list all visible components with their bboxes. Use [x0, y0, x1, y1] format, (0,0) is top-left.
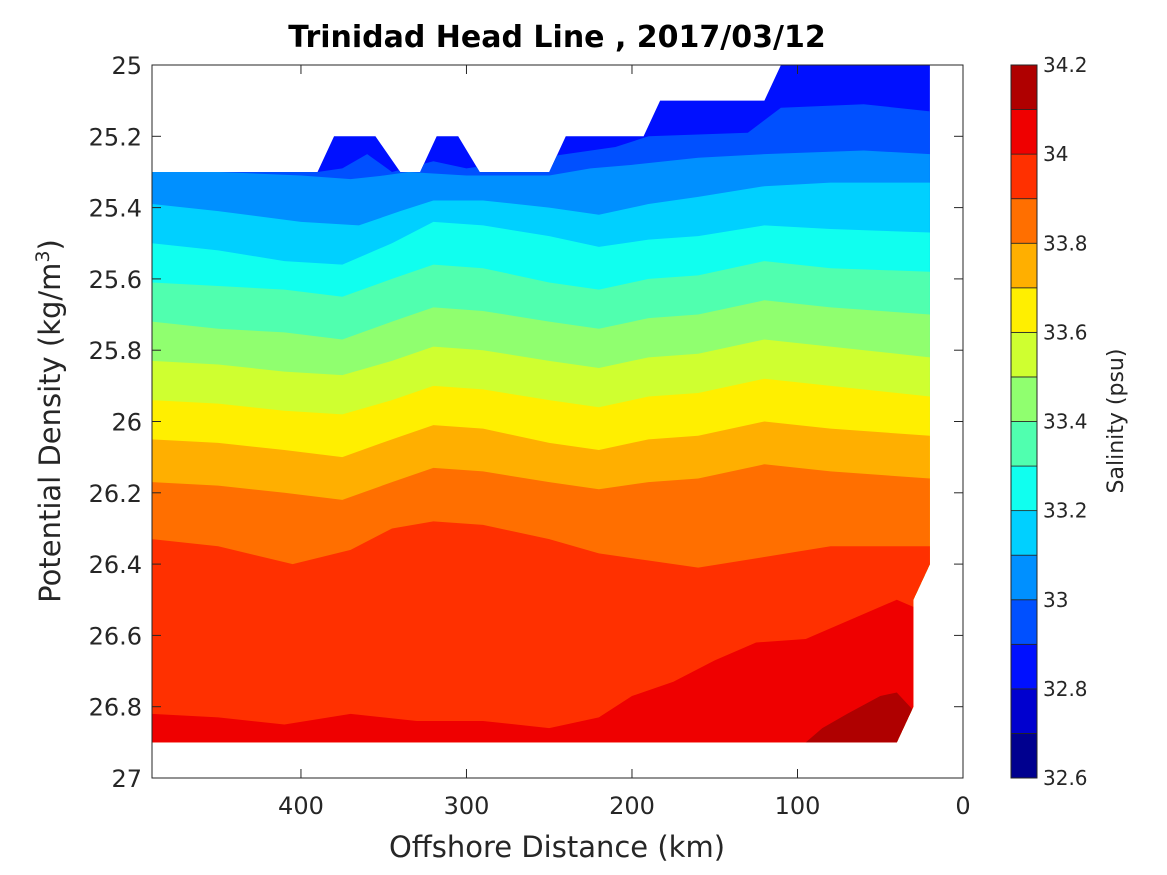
contour-fill-group: [152, 65, 930, 743]
colorbar-swatch: [1010, 643, 1038, 690]
colorbar-swatch: [1010, 733, 1038, 779]
y-axis-label-close: ): [33, 239, 67, 250]
x-axis: 400 300 200 100 0: [278, 65, 971, 820]
x-tick-label: 400: [278, 792, 324, 820]
x-axis-label: Offshore Distance (km): [389, 830, 725, 864]
y-tick-label: 25.8: [89, 337, 142, 365]
colorbar-tick-label: 34.2: [1043, 53, 1088, 77]
y-tick-label: 27: [111, 765, 142, 793]
colorbar-swatch: [1010, 287, 1038, 333]
y-axis-label-superscript: 3: [32, 250, 54, 262]
colorbar-swatch: [1010, 465, 1038, 512]
colorbar-tick-label: 33.8: [1043, 231, 1088, 255]
colorbar-swatch: [1010, 153, 1038, 200]
colorbar: [1010, 64, 1038, 779]
colorbar-tick-label: 33.4: [1043, 410, 1088, 434]
colorbar-swatch: [1010, 421, 1038, 467]
colorbar-axis: 34.2 34 33.8 33.6 33.4 33.2 33 32.8 32.6: [1043, 53, 1088, 790]
colorbar-swatch: [1010, 510, 1038, 556]
plot-area: [152, 65, 963, 778]
y-tick-label: 25: [111, 52, 142, 80]
colorbar-label: Salinity (psu): [1104, 349, 1129, 494]
colorbar-tick-label: 33: [1043, 588, 1068, 612]
colorbar-swatch: [1010, 376, 1038, 422]
colorbar-tick-label: 32.6: [1043, 766, 1088, 790]
y-tick-label: 26.2: [89, 480, 142, 508]
y-tick-label: 26: [111, 409, 142, 437]
colorbar-tick-label: 33.2: [1043, 499, 1088, 523]
colorbar-tick-label: 34: [1043, 142, 1068, 166]
colorbar-swatch: [1010, 554, 1038, 601]
y-tick-label: 26.4: [89, 551, 142, 579]
contour-band: [152, 599, 930, 743]
x-tick-label: 0: [955, 792, 970, 820]
y-axis-label-main: Potential Density (kg/m: [33, 263, 67, 603]
x-tick-label: 300: [444, 792, 490, 820]
colorbar-swatch: [1010, 109, 1038, 155]
y-tick-label: 25.4: [89, 195, 142, 223]
colorbar-tick-label: 32.8: [1043, 677, 1088, 701]
x-tick-label: 100: [775, 792, 821, 820]
colorbar-swatch: [1010, 331, 1038, 378]
colorbar-frame: [1010, 64, 1038, 779]
y-tick-label: 26.6: [89, 622, 142, 650]
colorbar-swatch: [1010, 688, 1038, 734]
y-axis: 25 25.2 25.4 25.6 25.8 26 26.2 26.4 26.6 26.8 27: [89, 52, 963, 793]
colorbar-swatch: [1010, 599, 1038, 645]
x-tick-label: 200: [609, 792, 655, 820]
chart-title: Trinidad Head Line , 2017/03/12: [288, 20, 825, 55]
y-tick-label: 25.6: [89, 266, 142, 294]
colorbar-swatch: [1010, 242, 1038, 289]
colorbar-tick-label: 33.6: [1043, 320, 1088, 344]
colorbar-swatch: [1010, 64, 1038, 110]
y-tick-label: 26.8: [89, 694, 142, 722]
y-tick-label: 25.2: [89, 123, 142, 151]
y-axis-label: Potential Density (kg/m3): [32, 239, 67, 603]
colorbar-swatch: [1010, 198, 1038, 244]
